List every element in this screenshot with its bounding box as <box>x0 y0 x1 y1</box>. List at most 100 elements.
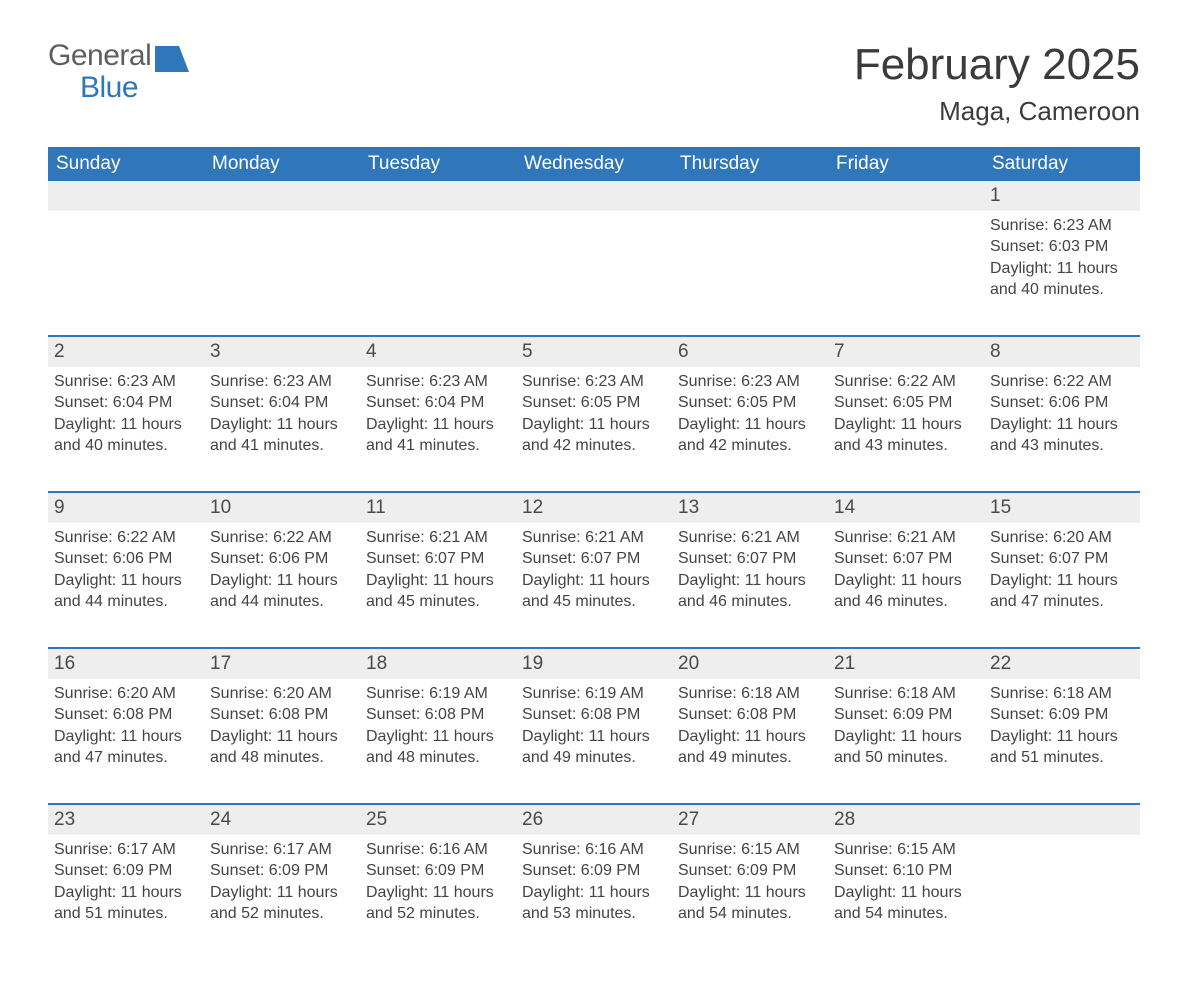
sunset-line: Sunset: 6:06 PM <box>210 548 354 570</box>
day-detail-cell: Sunrise: 6:22 AMSunset: 6:06 PMDaylight:… <box>48 523 204 648</box>
day-details: Sunrise: 6:15 AMSunset: 6:09 PMDaylight:… <box>672 835 828 925</box>
day-details: Sunrise: 6:21 AMSunset: 6:07 PMDaylight:… <box>516 523 672 613</box>
day-details: Sunrise: 6:23 AMSunset: 6:04 PMDaylight:… <box>48 367 204 457</box>
day-detail-cell: Sunrise: 6:23 AMSunset: 6:04 PMDaylight:… <box>360 367 516 492</box>
day-detail-cell: Sunrise: 6:21 AMSunset: 6:07 PMDaylight:… <box>672 523 828 648</box>
sunset-line: Sunset: 6:04 PM <box>366 392 510 414</box>
sunset-line: Sunset: 6:04 PM <box>210 392 354 414</box>
sunrise-line: Sunrise: 6:23 AM <box>990 215 1134 237</box>
day-detail-cell: Sunrise: 6:20 AMSunset: 6:08 PMDaylight:… <box>204 679 360 804</box>
day-number-row: 2345678 <box>48 336 1140 367</box>
day-number-row: 9101112131415 <box>48 492 1140 523</box>
day-number-cell: 22 <box>984 648 1140 679</box>
day-details: Sunrise: 6:16 AMSunset: 6:09 PMDaylight:… <box>360 835 516 925</box>
daylight-line: Daylight: 11 hours and 50 minutes. <box>834 726 978 769</box>
day-number-cell: 25 <box>360 804 516 835</box>
day-number-cell: 21 <box>828 648 984 679</box>
sunset-line: Sunset: 6:07 PM <box>990 548 1134 570</box>
sunrise-line: Sunrise: 6:16 AM <box>366 839 510 861</box>
day-number: 11 <box>366 497 386 518</box>
day-number: 21 <box>834 653 855 674</box>
day-number-cell: 19 <box>516 648 672 679</box>
sunrise-line: Sunrise: 6:23 AM <box>210 371 354 393</box>
day-number: 19 <box>522 653 543 674</box>
sunrise-line: Sunrise: 6:20 AM <box>990 527 1134 549</box>
title-block: February 2025 Maga, Cameroon <box>854 40 1140 127</box>
sunset-line: Sunset: 6:07 PM <box>522 548 666 570</box>
sunrise-line: Sunrise: 6:23 AM <box>366 371 510 393</box>
day-details: Sunrise: 6:18 AMSunset: 6:08 PMDaylight:… <box>672 679 828 769</box>
day-detail-cell: Sunrise: 6:23 AMSunset: 6:04 PMDaylight:… <box>204 367 360 492</box>
day-detail-cell <box>204 211 360 336</box>
day-detail-row: Sunrise: 6:23 AMSunset: 6:03 PMDaylight:… <box>48 211 1140 336</box>
sunrise-line: Sunrise: 6:17 AM <box>210 839 354 861</box>
day-detail-cell: Sunrise: 6:21 AMSunset: 6:07 PMDaylight:… <box>516 523 672 648</box>
day-number: 3 <box>210 341 221 362</box>
day-number-cell: 3 <box>204 336 360 367</box>
daylight-line: Daylight: 11 hours and 47 minutes. <box>54 726 198 769</box>
day-number-cell <box>516 181 672 211</box>
day-number-cell: 8 <box>984 336 1140 367</box>
day-details: Sunrise: 6:18 AMSunset: 6:09 PMDaylight:… <box>984 679 1140 769</box>
day-number-cell: 2 <box>48 336 204 367</box>
day-details: Sunrise: 6:20 AMSunset: 6:08 PMDaylight:… <box>204 679 360 769</box>
day-number-cell: 16 <box>48 648 204 679</box>
day-number-cell <box>672 181 828 211</box>
sunset-line: Sunset: 6:08 PM <box>54 704 198 726</box>
daylight-line: Daylight: 11 hours and 53 minutes. <box>522 882 666 925</box>
day-number-row: 1617 18 19 20 21 22 <box>48 648 1140 679</box>
day-number-cell <box>984 804 1140 835</box>
sunrise-line: Sunrise: 6:23 AM <box>54 371 198 393</box>
sunset-line: Sunset: 6:06 PM <box>990 392 1134 414</box>
day-details: Sunrise: 6:19 AMSunset: 6:08 PMDaylight:… <box>360 679 516 769</box>
daylight-line: Daylight: 11 hours and 40 minutes. <box>990 258 1134 301</box>
weekday-header: Sunday <box>48 147 204 181</box>
day-number-cell: 17 <box>204 648 360 679</box>
day-number: 18 <box>366 653 387 674</box>
sunset-line: Sunset: 6:07 PM <box>678 548 822 570</box>
day-detail-row: Sunrise: 6:22 AMSunset: 6:06 PMDaylight:… <box>48 523 1140 648</box>
day-number: 1 <box>990 185 1001 206</box>
day-detail-cell: Sunrise: 6:22 AMSunset: 6:06 PMDaylight:… <box>984 367 1140 492</box>
daylight-line: Daylight: 11 hours and 44 minutes. <box>210 570 354 613</box>
weekday-header: Monday <box>204 147 360 181</box>
daylight-line: Daylight: 11 hours and 49 minutes. <box>522 726 666 769</box>
sunset-line: Sunset: 6:09 PM <box>210 860 354 882</box>
day-number-cell: 28 <box>828 804 984 835</box>
day-number-cell: 14 <box>828 492 984 523</box>
weekday-header: Tuesday <box>360 147 516 181</box>
day-number: 10 <box>210 497 231 518</box>
day-details: Sunrise: 6:22 AMSunset: 6:06 PMDaylight:… <box>48 523 204 613</box>
daylight-line: Daylight: 11 hours and 48 minutes. <box>210 726 354 769</box>
sunset-line: Sunset: 6:07 PM <box>834 548 978 570</box>
day-number-cell <box>204 181 360 211</box>
logo-word-general: General <box>48 39 151 72</box>
day-number-cell: 15 <box>984 492 1140 523</box>
sunset-line: Sunset: 6:08 PM <box>522 704 666 726</box>
day-detail-cell: Sunrise: 6:23 AMSunset: 6:05 PMDaylight:… <box>516 367 672 492</box>
day-number: 27 <box>678 809 699 830</box>
day-detail-cell: Sunrise: 6:19 AMSunset: 6:08 PMDaylight:… <box>360 679 516 804</box>
day-number: 28 <box>834 809 855 830</box>
daylight-line: Daylight: 11 hours and 45 minutes. <box>366 570 510 613</box>
day-number: 24 <box>210 809 231 830</box>
sunrise-line: Sunrise: 6:21 AM <box>678 527 822 549</box>
day-details: Sunrise: 6:23 AMSunset: 6:03 PMDaylight:… <box>984 211 1140 301</box>
day-detail-cell: Sunrise: 6:16 AMSunset: 6:09 PMDaylight:… <box>360 835 516 959</box>
sunrise-line: Sunrise: 6:19 AM <box>522 683 666 705</box>
day-details: Sunrise: 6:21 AMSunset: 6:07 PMDaylight:… <box>360 523 516 613</box>
day-number-cell <box>48 181 204 211</box>
day-details: Sunrise: 6:17 AMSunset: 6:09 PMDaylight:… <box>48 835 204 925</box>
sunset-line: Sunset: 6:05 PM <box>834 392 978 414</box>
daylight-line: Daylight: 11 hours and 54 minutes. <box>834 882 978 925</box>
day-number-cell: 6 <box>672 336 828 367</box>
day-detail-row: Sunrise: 6:23 AMSunset: 6:04 PMDaylight:… <box>48 367 1140 492</box>
day-number: 20 <box>678 653 699 674</box>
daylight-line: Daylight: 11 hours and 41 minutes. <box>366 414 510 457</box>
daylight-line: Daylight: 11 hours and 44 minutes. <box>54 570 198 613</box>
day-number: 5 <box>522 341 533 362</box>
daylight-line: Daylight: 11 hours and 45 minutes. <box>522 570 666 613</box>
daylight-line: Daylight: 11 hours and 49 minutes. <box>678 726 822 769</box>
day-number-row: 232425262728 <box>48 804 1140 835</box>
daylight-line: Daylight: 11 hours and 48 minutes. <box>366 726 510 769</box>
